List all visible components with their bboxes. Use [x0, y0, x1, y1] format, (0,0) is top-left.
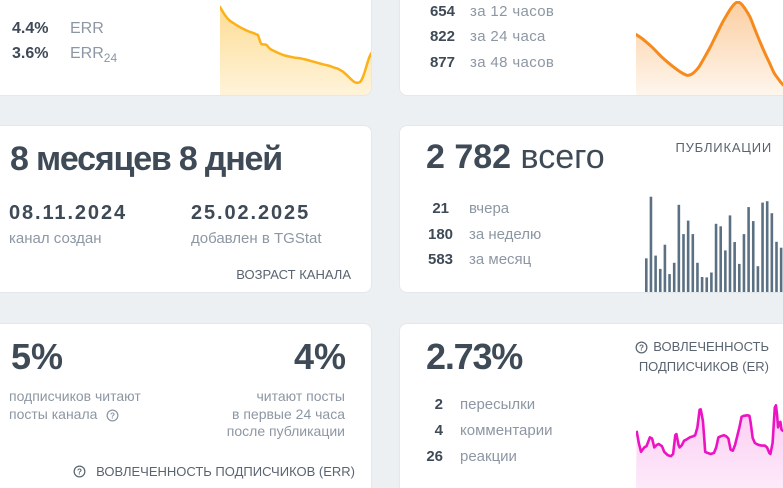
svg-text:?: ? [77, 467, 82, 476]
svg-text:?: ? [639, 343, 644, 352]
svg-text:?: ? [110, 411, 115, 420]
